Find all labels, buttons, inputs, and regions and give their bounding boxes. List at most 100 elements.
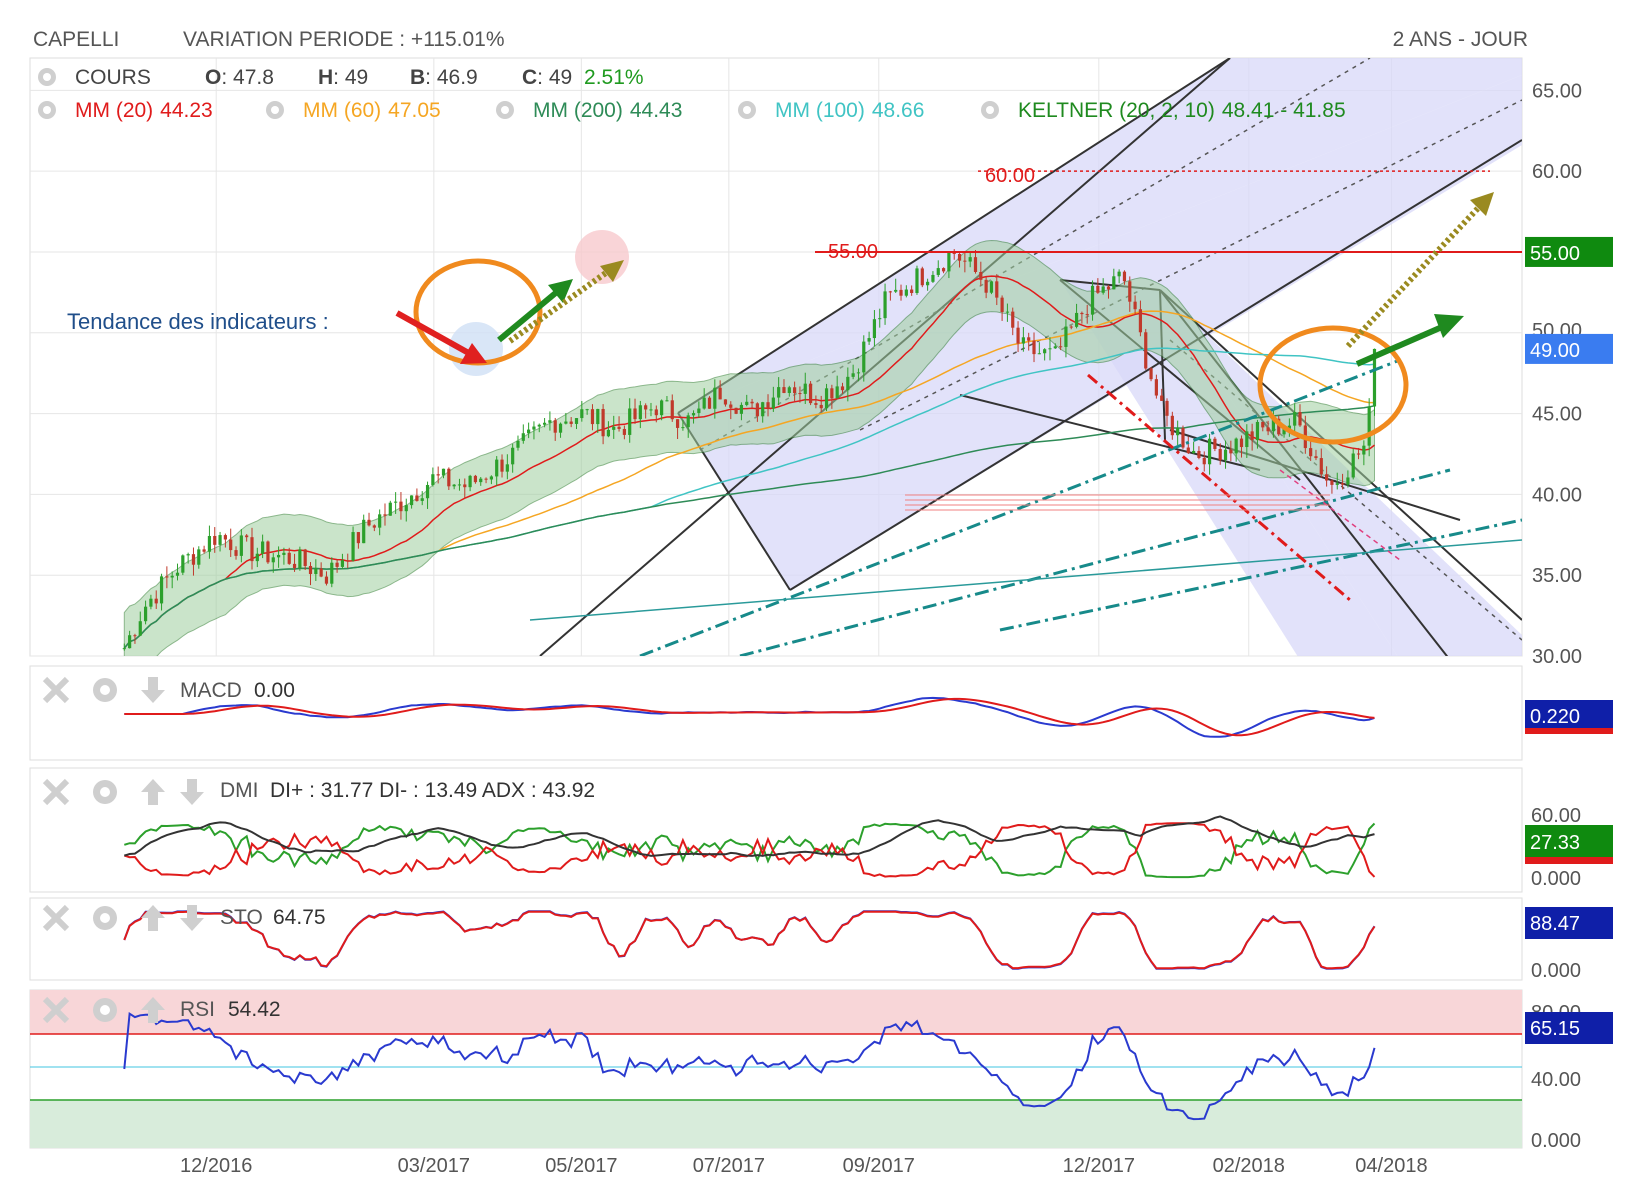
candle-body [995, 281, 999, 298]
candle-body [1011, 311, 1015, 328]
candle-body [979, 271, 983, 280]
candle-body [1266, 427, 1270, 432]
close-icon[interactable] [42, 676, 70, 704]
candle-body [239, 535, 243, 556]
candle-body [516, 440, 520, 448]
close-icon[interactable] [42, 904, 70, 932]
candle-body [856, 372, 861, 374]
arrow-down-icon[interactable] [180, 779, 204, 805]
time-tick: 12/2017 [1063, 1155, 1135, 1177]
candle-body [628, 408, 632, 435]
candle-body [505, 464, 509, 472]
candle-body [574, 418, 579, 424]
candle-body [1160, 395, 1164, 401]
candle-body [1080, 312, 1084, 315]
sto-axis-0: 0.000 [1531, 960, 1581, 982]
candle-body [1176, 428, 1180, 436]
candle-body [138, 621, 142, 636]
descending-channel-lower [1060, 280, 1398, 656]
legend-mm60: MM (60) 47.05 [303, 99, 441, 122]
gear-icon[interactable] [93, 906, 117, 930]
legend-high-label: H [318, 66, 333, 89]
candle-body [223, 535, 227, 540]
candle-body [292, 563, 297, 569]
candle-body [675, 419, 680, 428]
candle-body [1218, 448, 1222, 461]
legend-mm200-value: 44.43 [630, 99, 683, 122]
arrow-up-icon[interactable] [141, 779, 165, 805]
candle-body [1000, 297, 1004, 313]
gear-icon[interactable] [38, 68, 56, 86]
candle-body [367, 519, 371, 526]
arrow-down-icon[interactable] [180, 905, 204, 931]
candle-body [569, 421, 573, 424]
close-icon[interactable] [42, 778, 70, 806]
green-up-arrow [497, 288, 560, 343]
gear-icon[interactable] [93, 678, 117, 702]
time-tick: 02/2018 [1213, 1155, 1285, 1177]
legend-mm60-label: MM (60) [303, 99, 381, 122]
support-trendline [999, 518, 1522, 632]
candle-body [308, 565, 313, 575]
candle-body [1287, 425, 1291, 429]
close-icon[interactable] [42, 996, 70, 1024]
dmi-lines [124, 815, 1376, 879]
legend-close-label: C [522, 66, 537, 89]
gear-icon[interactable] [738, 101, 756, 119]
candle-body [181, 555, 185, 573]
gear-icon[interactable] [981, 101, 999, 119]
gear-icon[interactable] [93, 998, 117, 1022]
last-price-tag [1525, 333, 1613, 364]
candle-body [250, 537, 254, 562]
candle-body [1325, 474, 1329, 481]
macd-tag-value: 0.220 [1530, 706, 1580, 728]
gear-icon[interactable] [266, 101, 284, 119]
candle-body [441, 468, 446, 476]
level-60-label: 60.00 [985, 165, 1035, 187]
candle-body [1298, 412, 1302, 426]
candle-body [431, 474, 435, 485]
arrow-up-icon[interactable] [141, 997, 165, 1023]
candle-body [1255, 421, 1260, 441]
rsi-oversold-zone [30, 1100, 1522, 1148]
candle-body [707, 397, 712, 409]
candle-body [1207, 438, 1212, 465]
legend-mm20: MM (20) 44.23 [75, 99, 213, 122]
candle-body [165, 576, 169, 578]
rsi-tag [1525, 1012, 1613, 1044]
candle-body [1101, 286, 1105, 293]
candle-body [489, 476, 493, 480]
candle-body [473, 475, 478, 483]
macd-tag-signal [1525, 728, 1613, 734]
time-tick: 03/2017 [398, 1155, 470, 1177]
dmi-tag-minus [1525, 857, 1613, 864]
gear-icon[interactable] [93, 780, 117, 804]
macd-panel: MACD 0.00 0.220 [29, 665, 1613, 761]
candle-body [915, 268, 919, 294]
trendlines [529, 358, 1522, 656]
candle-body [335, 562, 339, 567]
candle-body [143, 606, 148, 622]
candle-body [771, 397, 775, 409]
candle-body [926, 281, 930, 286]
red-down-arrow [395, 310, 476, 359]
gear-icon[interactable] [38, 101, 56, 119]
candle-body [1138, 309, 1143, 333]
period-selector[interactable]: 2 ANS - JOUR [1393, 28, 1528, 51]
gear-icon[interactable] [496, 101, 514, 119]
legend-low-label: B [410, 66, 425, 89]
symbol-title: CAPELLI [33, 28, 119, 51]
candle-body [750, 401, 754, 404]
legend-keltner-value: 48.41 - 41.85 [1222, 99, 1346, 122]
sto-value: 64.75 [273, 906, 326, 929]
candle-body [558, 423, 563, 433]
candle-body [585, 409, 589, 411]
arrow-down-icon[interactable] [141, 677, 165, 703]
candle-body [617, 426, 621, 429]
rsi-axis-40: 40.00 [1531, 1069, 1581, 1091]
candle-body [1314, 456, 1318, 459]
candle-body [878, 318, 882, 320]
arrow-up-icon[interactable] [141, 905, 165, 931]
legend-mm100-label: MM (100) [775, 99, 865, 122]
candle-body [612, 426, 616, 430]
